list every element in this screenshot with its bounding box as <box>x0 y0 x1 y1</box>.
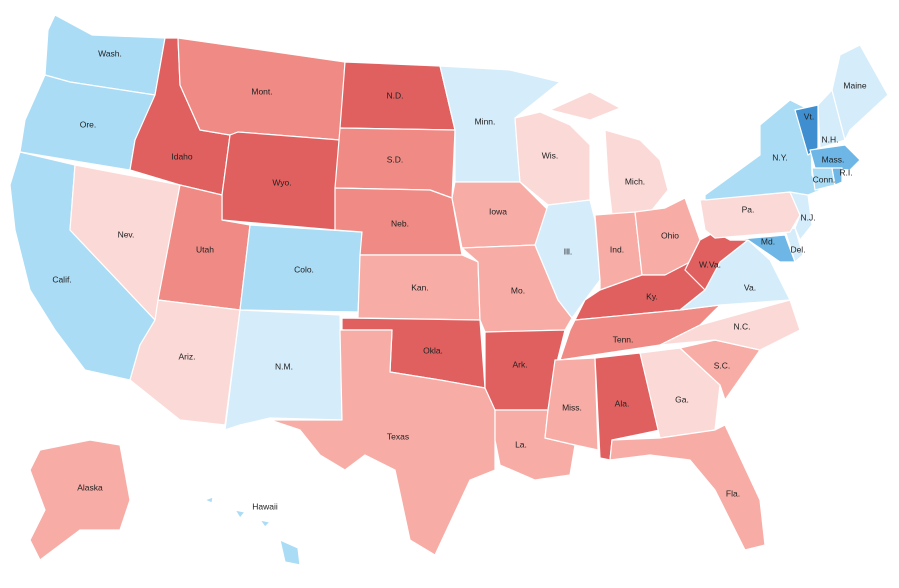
state-shape <box>604 129 669 216</box>
state-shape <box>234 509 246 519</box>
state-label: Hawaii <box>252 501 278 511</box>
state-label: W.Va. <box>699 259 721 269</box>
state-label: Del. <box>790 244 805 254</box>
state-label: Ark. <box>512 359 527 369</box>
state-label: Wyo. <box>272 177 291 187</box>
state-label: N.C. <box>734 321 751 331</box>
state-label: Neb. <box>391 218 409 228</box>
state-label: Mo. <box>511 285 525 295</box>
state-label: Va. <box>744 282 756 292</box>
state-label: S.D. <box>387 154 404 164</box>
state-label: Nev. <box>118 229 135 239</box>
state-shapes <box>9 14 889 566</box>
state-label: Conn. <box>813 174 836 184</box>
state-shape <box>809 144 861 171</box>
state-label: Ky. <box>646 291 658 301</box>
state-label: Iowa <box>489 206 507 216</box>
state <box>809 144 861 171</box>
state-label: Ala. <box>615 398 630 408</box>
state-label: N.J. <box>800 212 815 222</box>
state <box>224 309 343 431</box>
state-label: Ohio <box>661 230 679 240</box>
state-shape <box>279 539 301 566</box>
state-label: Ore. <box>80 119 97 129</box>
state <box>704 99 821 201</box>
state-shape <box>729 234 796 263</box>
state-label: Wis. <box>542 150 559 160</box>
state-shape <box>679 339 761 401</box>
state-shape <box>831 44 889 141</box>
state-shape <box>609 424 766 551</box>
state-label: Idaho <box>171 151 193 161</box>
state-shape <box>831 167 843 186</box>
state-label: Fla. <box>726 488 740 498</box>
state-label: La. <box>515 439 527 449</box>
state-label: Mich. <box>625 176 645 186</box>
state-label: Okla. <box>423 345 443 355</box>
state-shape <box>704 99 821 201</box>
state-label: Colo. <box>294 264 314 274</box>
state-label: Pa. <box>742 204 755 214</box>
state-label: Tenn. <box>613 334 634 344</box>
state-shape <box>549 91 621 121</box>
state-label: Utah <box>196 244 214 254</box>
state-label: Ariz. <box>179 351 196 361</box>
state-label: S.C. <box>714 360 731 370</box>
state-label: Kan. <box>411 282 429 292</box>
state-label: Vt. <box>804 111 814 121</box>
state-label: R.I. <box>839 167 852 177</box>
state <box>729 234 796 263</box>
state <box>679 339 761 401</box>
state-shape <box>559 304 721 361</box>
state-label: Ill. <box>564 246 573 256</box>
state-label: N.H. <box>822 134 839 144</box>
state-label: N.M. <box>275 361 293 371</box>
state <box>269 329 496 556</box>
state-label: N.Y. <box>772 152 787 162</box>
state-label: N.D. <box>387 90 404 100</box>
state-label: Miss. <box>562 402 582 412</box>
state <box>29 439 131 561</box>
state-shape <box>639 347 721 439</box>
state-label: Calif. <box>52 274 71 284</box>
state-label: Wash. <box>98 48 122 58</box>
state-shape <box>794 104 819 156</box>
state-label: Mont. <box>251 86 272 96</box>
state <box>639 347 721 439</box>
state-shape <box>269 329 496 556</box>
state-label: Texas <box>387 431 409 441</box>
state-label: Maine <box>843 80 866 90</box>
state-label: Minn. <box>475 116 496 126</box>
state <box>831 167 843 186</box>
state <box>549 91 669 216</box>
state <box>609 424 766 551</box>
state <box>204 496 301 566</box>
state-label: Mass. <box>822 154 845 164</box>
state <box>559 304 721 361</box>
state-label: Ga. <box>675 394 689 404</box>
state-shape <box>204 496 214 504</box>
state-label: Alaska <box>77 482 103 492</box>
state-label: Ind. <box>610 244 624 254</box>
state-shape <box>29 439 131 561</box>
state-label: Md. <box>761 236 775 246</box>
state-labels: Wash. Ore. Calif. Nev. Idaho Mont. Wyo. Utah Col… <box>52 48 867 511</box>
state-shape <box>259 519 271 528</box>
state-shape <box>224 309 343 431</box>
state <box>831 44 889 141</box>
state <box>794 104 819 156</box>
